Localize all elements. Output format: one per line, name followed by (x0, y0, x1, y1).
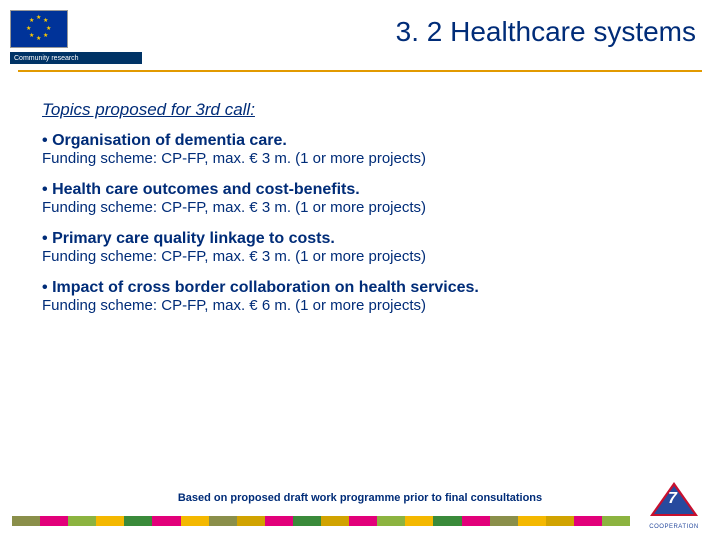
topic-heading: • Primary care quality linkage to costs. (42, 230, 678, 248)
footnote: Based on proposed draft work programme p… (0, 492, 720, 504)
stripe-segment (574, 516, 602, 526)
topic-item: • Primary care quality linkage to costs.… (42, 230, 678, 265)
stripe-segment (96, 516, 124, 526)
stripe-segment (12, 516, 40, 526)
stripe-segment (40, 516, 68, 526)
topic-heading: • Health care outcomes and cost-benefits… (42, 181, 678, 199)
stripe-segment (152, 516, 180, 526)
stripe-segment (490, 516, 518, 526)
stripe-segment (602, 516, 630, 526)
page-title: 3. 2 Healthcare systems (181, 10, 702, 48)
topic-detail: Funding scheme: CP-FP, max. € 3 m. (1 or… (42, 199, 678, 216)
topic-heading-text: Health care outcomes and cost-benefits. (52, 181, 360, 198)
topic-heading-text: Impact of cross border collaboration on … (52, 279, 479, 296)
topic-heading: • Organisation of dementia care. (42, 132, 678, 150)
stripe-segment (433, 516, 461, 526)
eu-flag-icon: ★ ★ ★ ★ ★ ★ ★ ★ (10, 10, 68, 48)
community-research-bar: Community research (10, 52, 142, 64)
stripe-segment (518, 516, 546, 526)
topic-detail: Funding scheme: CP-FP, max. € 3 m. (1 or… (42, 150, 678, 167)
header: ★ ★ ★ ★ ★ ★ ★ ★ EUROPEAN COMMISSION Comm… (0, 0, 720, 64)
stripe-segment (265, 516, 293, 526)
ec-logo-block: ★ ★ ★ ★ ★ ★ ★ ★ EUROPEAN COMMISSION Comm… (10, 10, 181, 64)
stripe-segment (209, 516, 237, 526)
footer-stripe (12, 516, 630, 526)
stripe-segment (237, 516, 265, 526)
content: Topics proposed for 3rd call: • Organisa… (0, 72, 720, 314)
topic-item: • Impact of cross border collaboration o… (42, 279, 678, 314)
stripe-segment (546, 516, 574, 526)
stripe-segment (377, 516, 405, 526)
stripe-segment (405, 516, 433, 526)
stripe-segment (349, 516, 377, 526)
topic-detail: Funding scheme: CP-FP, max. € 6 m. (1 or… (42, 297, 678, 314)
stripe-segment (321, 516, 349, 526)
topic-heading: • Impact of cross border collaboration o… (42, 279, 678, 297)
fp7-seven: 7 (668, 490, 677, 508)
subtitle: Topics proposed for 3rd call: (42, 100, 678, 120)
fp7-label: COOPERATION (646, 524, 702, 530)
stripe-segment (68, 516, 96, 526)
stripe-segment (181, 516, 209, 526)
stripe-segment (293, 516, 321, 526)
topic-heading-text: Primary care quality linkage to costs. (52, 230, 335, 247)
topic-item: • Organisation of dementia care. Funding… (42, 132, 678, 167)
fp7-logo-icon: 7 COOPERATION (646, 480, 702, 530)
topic-item: • Health care outcomes and cost-benefits… (42, 181, 678, 216)
topic-detail: Funding scheme: CP-FP, max. € 3 m. (1 or… (42, 248, 678, 265)
topic-heading-text: Organisation of dementia care. (52, 132, 287, 149)
stripe-segment (124, 516, 152, 526)
stripe-segment (462, 516, 490, 526)
